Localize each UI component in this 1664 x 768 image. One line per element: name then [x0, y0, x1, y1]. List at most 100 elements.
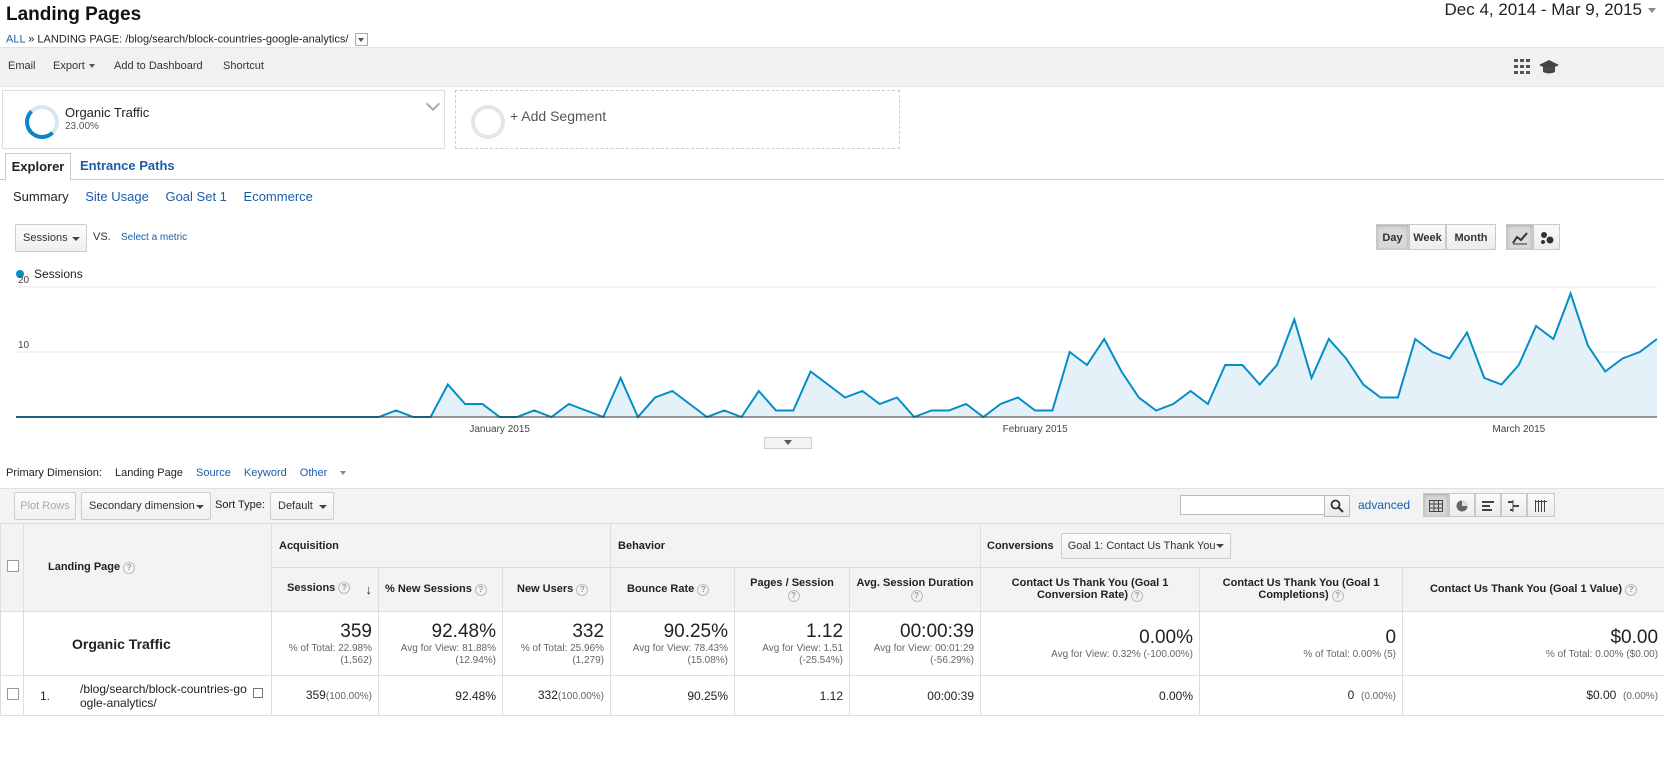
goal-select[interactable]: Goal 1: Contact Us Thank You: [1060, 532, 1231, 559]
goal-value-header[interactable]: Contact Us Thank You (Goal 1 Value)?: [1402, 567, 1664, 612]
sessions-series-area: [16, 293, 1657, 417]
summary-pct-new-sub: Avg for View: 81.88% (12.94%): [400, 642, 496, 666]
tab-explorer[interactable]: Explorer: [5, 153, 71, 181]
sort-type-value: Default: [278, 500, 313, 512]
search-icon: [1330, 499, 1344, 513]
new-users-header-label: New Users: [517, 583, 574, 596]
date-range-picker[interactable]: Dec 4, 2014 - Mar 9, 2015: [1444, 0, 1656, 20]
segment-organic-traffic[interactable]: Organic Traffic 23.00%: [2, 90, 445, 149]
row-value: $0.00: [1586, 688, 1617, 702]
chevron-down-icon: [784, 440, 792, 445]
add-to-dashboard-button[interactable]: Add to Dashboard: [114, 60, 203, 72]
chart-resize-handle[interactable]: [764, 437, 812, 449]
help-icon[interactable]: ?: [1331, 589, 1344, 602]
help-icon[interactable]: ?: [910, 589, 923, 602]
new-users-header[interactable]: New Users?: [501, 567, 612, 612]
dimension-keyword[interactable]: Keyword: [243, 467, 287, 479]
segment-ring-icon: [471, 105, 505, 139]
subtab-goal-set-1[interactable]: Goal Set 1: [165, 189, 227, 204]
chevron-down-icon[interactable]: [425, 96, 441, 112]
help-icon[interactable]: ?: [474, 583, 487, 596]
breadcrumb-all-link[interactable]: ALL: [6, 33, 26, 46]
pct-new-sessions-header[interactable]: % New Sessions?: [378, 567, 503, 612]
chevron-down-icon: [1648, 8, 1656, 14]
summary-value: $0.00: [1610, 626, 1659, 648]
help-icon[interactable]: ?: [1131, 589, 1144, 602]
search-button[interactable]: [1324, 495, 1350, 517]
shortcut-button[interactable]: Shortcut: [223, 60, 264, 72]
metric-select-value: Sessions: [23, 232, 68, 244]
dimension-landing-page[interactable]: Landing Page: [115, 467, 183, 479]
row-checkbox[interactable]: [7, 688, 19, 700]
help-icon[interactable]: ?: [576, 583, 589, 596]
subtab-summary[interactable]: Summary: [13, 189, 69, 204]
plot-rows-button[interactable]: Plot Rows: [14, 492, 76, 520]
select-all-checkbox[interactable]: [7, 560, 19, 572]
goal-select-value: Goal 1: Contact Us Thank You: [1067, 539, 1216, 552]
segment-percent: 23.00%: [65, 121, 99, 132]
summary-new-users-sub: % of Total: 25.96% (1,279): [520, 642, 605, 666]
motion-chart-button[interactable]: [1533, 224, 1560, 250]
select-metric-link[interactable]: Select a metric: [121, 232, 188, 243]
help-icon[interactable]: ?: [697, 583, 710, 596]
add-segment-label: + Add Segment: [510, 108, 607, 124]
goal-value-header-label: Contact Us Thank You (Goal 1 Value): [1429, 583, 1623, 596]
chevron-down-icon: [319, 505, 327, 509]
y-tick-label: 10: [18, 340, 30, 351]
month-button[interactable]: Month: [1446, 224, 1496, 250]
secondary-dimension-select[interactable]: Secondary dimension: [81, 492, 211, 520]
sessions-chart: Sessions 10 20 January 2015 February 2015 M…: [16, 267, 1658, 435]
bubble-chart-icon: [1540, 232, 1553, 244]
table-search-input[interactable]: [1180, 495, 1332, 515]
tab-entrance-paths[interactable]: Entrance Paths: [80, 158, 175, 173]
comparison-view-button[interactable]: [1501, 493, 1527, 517]
percentage-view-button[interactable]: [1449, 493, 1475, 517]
secondary-dimension-label: Secondary dimension: [89, 500, 195, 512]
open-link-icon[interactable]: [253, 688, 263, 698]
help-icon[interactable]: ?: [1625, 583, 1638, 596]
export-button[interactable]: Export: [53, 60, 95, 72]
segment-name: Organic Traffic: [65, 105, 150, 120]
data-view-button[interactable]: [1423, 493, 1449, 517]
add-segment-button[interactable]: + Add Segment: [455, 90, 900, 149]
summary-conv-rate-sub: Avg for View: 0.32% (-100.00%): [1051, 648, 1194, 660]
bounce-rate-header[interactable]: Bounce Rate?: [610, 567, 736, 612]
customize-grid-icon[interactable]: [1513, 57, 1533, 77]
dimension-other[interactable]: Other: [300, 467, 357, 479]
help-icon[interactable]: ?: [123, 561, 136, 574]
dimension-source[interactable]: Source: [196, 467, 231, 479]
help-icon[interactable]: ?: [338, 582, 351, 595]
pivot-view-button[interactable]: [1527, 493, 1555, 517]
summary-pages: 1.12: [806, 620, 844, 642]
x-tick-label: March 2015: [1492, 424, 1545, 435]
dimension-other-label: Other: [299, 467, 328, 479]
sessions-header[interactable]: Sessions? ↓: [271, 567, 379, 612]
help-icon[interactable]: ?: [787, 589, 800, 602]
week-button[interactable]: Week: [1409, 224, 1446, 250]
subtab-site-usage[interactable]: Site Usage: [85, 189, 149, 204]
email-button[interactable]: Email: [8, 60, 36, 72]
advanced-link[interactable]: advanced: [1358, 498, 1411, 512]
pct-new-sessions-header-label: % New Sessions: [385, 583, 472, 596]
avg-session-duration-header[interactable]: Avg. Session Duration?: [849, 567, 982, 612]
conversions-label: Conversions: [987, 539, 1054, 552]
education-cap-icon[interactable]: [1539, 57, 1559, 77]
line-chart-button[interactable]: [1506, 224, 1533, 250]
goal-conversion-rate-header[interactable]: Contact Us Thank You (Goal 1 Conversion …: [980, 567, 1201, 612]
day-button[interactable]: Day: [1376, 224, 1409, 250]
table-view-buttons: [1423, 493, 1555, 517]
metric-select[interactable]: Sessions: [15, 224, 87, 252]
summary-completions-sub: % of Total: 0.00% (5): [1303, 648, 1397, 660]
row-landing-page-link[interactable]: /blog/search/block-countries-google-anal…: [80, 681, 247, 710]
landing-page-header[interactable]: Landing Page?: [23, 523, 272, 612]
performance-view-button[interactable]: [1475, 493, 1501, 517]
table-row[interactable]: 1. /blog/search/block-countries-google-a…: [0, 675, 1664, 716]
sort-type-select[interactable]: Default: [270, 492, 334, 520]
line-chart-icon: [1511, 232, 1528, 245]
subtab-ecommerce[interactable]: Ecommerce: [243, 189, 313, 204]
breadcrumb-dropdown-icon[interactable]: [355, 33, 369, 46]
summary-bounce: 90.25%: [663, 620, 729, 642]
pages-session-header[interactable]: Pages / Session?: [734, 567, 851, 612]
goal-completions-header[interactable]: Contact Us Thank You (Goal 1 Completions…: [1199, 567, 1404, 612]
row-new-users: 332: [537, 688, 558, 702]
